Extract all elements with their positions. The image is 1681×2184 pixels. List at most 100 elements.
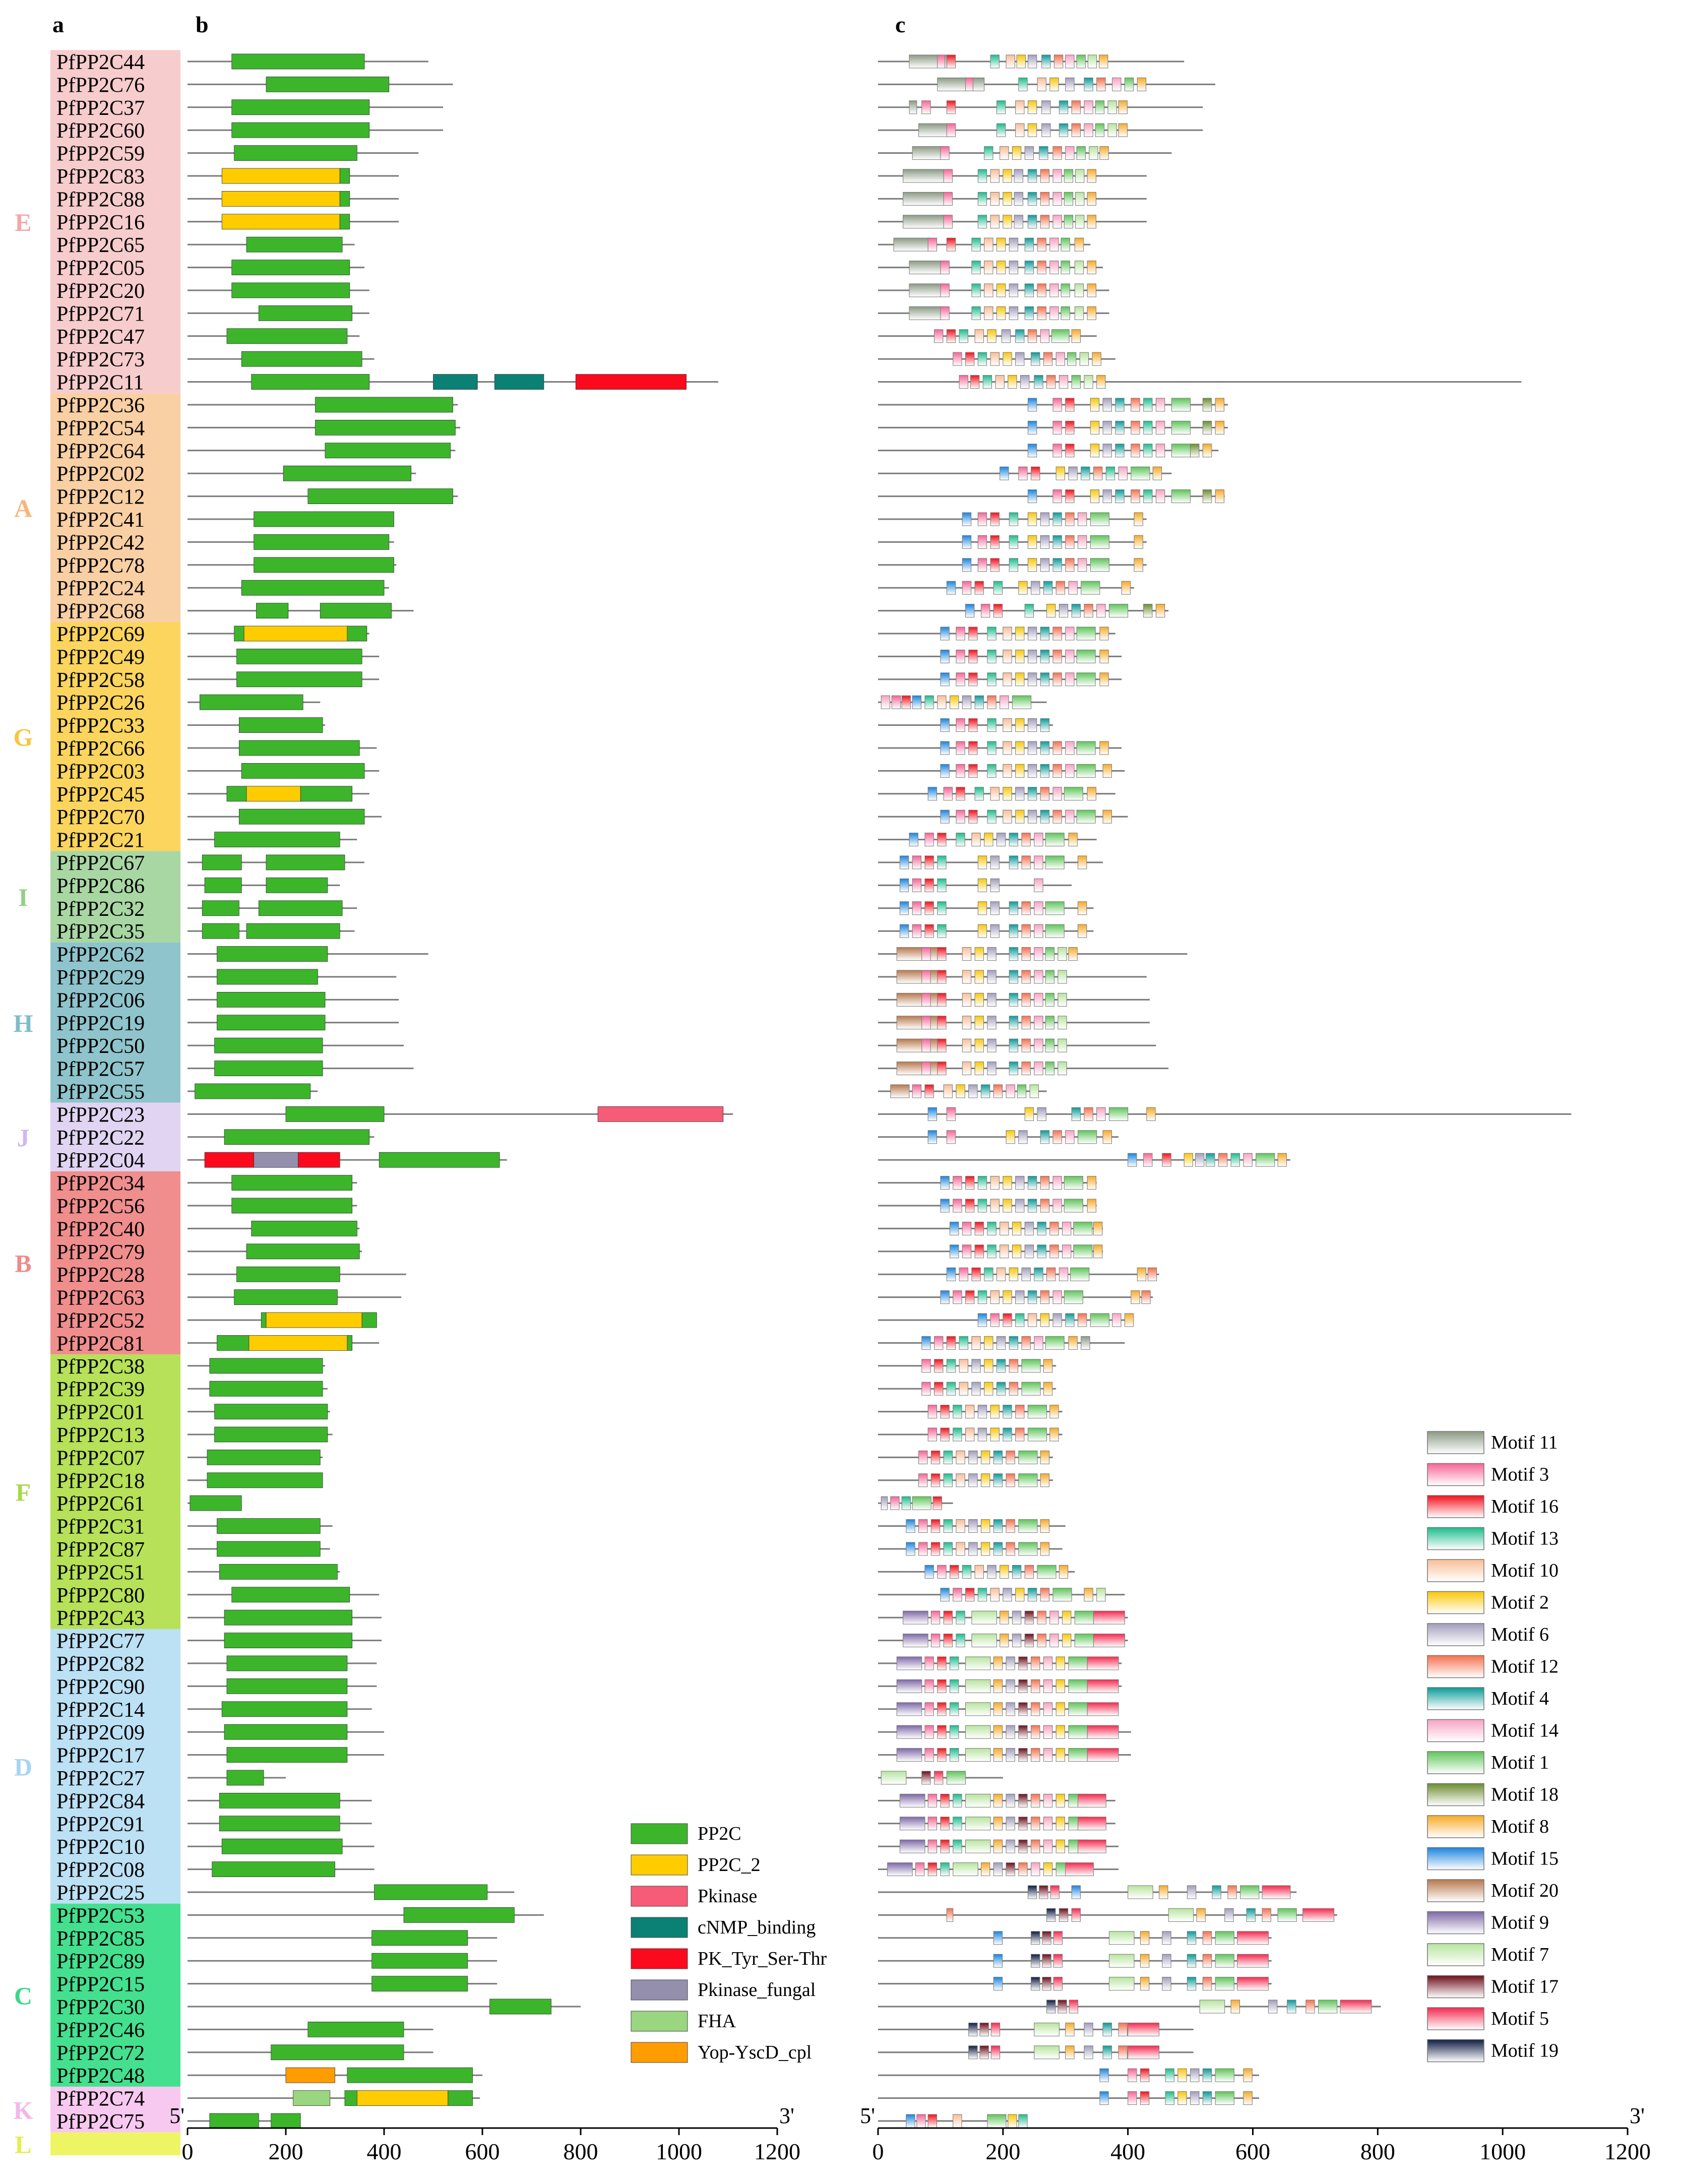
motif-2 bbox=[984, 833, 993, 847]
motif-6 bbox=[1027, 672, 1037, 687]
motif-16 bbox=[968, 649, 978, 663]
motif-4 bbox=[1206, 1153, 1215, 1167]
axis-b-tick-label: 0 bbox=[182, 2139, 194, 2164]
motif-1 bbox=[1073, 1244, 1093, 1259]
motif-12 bbox=[1147, 1267, 1157, 1281]
domain-PP2C bbox=[266, 878, 328, 893]
motif-14 bbox=[1052, 787, 1062, 801]
motif-12 bbox=[1218, 1153, 1228, 1167]
domain-PP2C bbox=[214, 832, 340, 847]
gene-label: PfPP2C55 bbox=[56, 1081, 145, 1104]
motif-legend-swatch bbox=[1427, 1495, 1484, 1518]
motif-3 bbox=[943, 215, 953, 229]
motif-10 bbox=[1003, 809, 1012, 824]
motif-8 bbox=[1102, 809, 1112, 824]
motif-2 bbox=[980, 1450, 990, 1464]
motif-14 bbox=[1112, 77, 1122, 91]
motif-13 bbox=[984, 1267, 993, 1281]
motif-13 bbox=[971, 306, 981, 320]
motif-1 bbox=[1076, 672, 1096, 687]
motif-6 bbox=[1006, 1725, 1015, 1739]
domain-PP2C bbox=[254, 534, 390, 550]
motif-2 bbox=[1018, 581, 1028, 595]
motif-8 bbox=[1040, 1519, 1050, 1533]
domain-PP2C bbox=[231, 1198, 353, 1214]
panel-label-c: c bbox=[895, 12, 906, 37]
motif-1 bbox=[1108, 604, 1129, 618]
gene-label: PfPP2C17 bbox=[56, 1744, 145, 1768]
motif-7 bbox=[965, 1839, 991, 1853]
motif-6 bbox=[1015, 1199, 1025, 1213]
motif-15 bbox=[1027, 489, 1037, 504]
motif-6 bbox=[987, 947, 997, 961]
motif-1 bbox=[1064, 215, 1074, 229]
domain-PP2C bbox=[231, 53, 365, 70]
motif-12 bbox=[1021, 992, 1031, 1007]
group-band-B bbox=[50, 1171, 180, 1355]
motif-9 bbox=[903, 1610, 928, 1625]
motif-4 bbox=[1009, 901, 1019, 915]
motif-16 bbox=[1065, 420, 1075, 434]
motif-4 bbox=[1052, 558, 1062, 572]
motif-8 bbox=[1099, 146, 1109, 160]
motif-6 bbox=[1006, 1702, 1015, 1716]
motif-5 bbox=[1078, 1793, 1106, 1807]
motif-14 bbox=[1084, 100, 1093, 114]
domain-PP2C bbox=[224, 1129, 370, 1145]
motif-11 bbox=[909, 54, 954, 69]
motif-12 bbox=[1031, 1702, 1040, 1716]
motif-6 bbox=[1037, 1107, 1046, 1121]
group-label-B: B bbox=[15, 1250, 31, 1278]
motif-13 bbox=[950, 1725, 959, 1739]
motif-1 bbox=[1018, 1542, 1038, 1556]
motif-20 bbox=[896, 970, 941, 984]
motif-8 bbox=[1140, 1977, 1150, 1991]
axis-c-start-label: 5' bbox=[860, 2103, 875, 2128]
gene-label: PfPP2C20 bbox=[56, 280, 145, 303]
motif-2 bbox=[1003, 352, 1012, 366]
motif-12 bbox=[1021, 1336, 1031, 1350]
motif-1 bbox=[1074, 1610, 1094, 1625]
motif-8 bbox=[1000, 1634, 1009, 1648]
motif-8 bbox=[1140, 1954, 1150, 1968]
domain-PP2C bbox=[231, 1587, 350, 1603]
domain-PP2C bbox=[219, 1792, 340, 1808]
motif-16 bbox=[1031, 466, 1040, 480]
motif-3 bbox=[977, 558, 987, 572]
motif-13 bbox=[1018, 2114, 1028, 2128]
motif-8 bbox=[1243, 2091, 1253, 2105]
motif-3 bbox=[924, 833, 934, 847]
motif-7 bbox=[1075, 169, 1085, 183]
motif-2 bbox=[1003, 169, 1012, 183]
motif-12 bbox=[1021, 947, 1031, 961]
motif-8 bbox=[1152, 466, 1162, 480]
motif-12 bbox=[1043, 352, 1053, 366]
motif-7 bbox=[1108, 1977, 1135, 1991]
motif-16 bbox=[965, 1588, 975, 1602]
gene-label: PfPP2C61 bbox=[56, 1492, 145, 1516]
motif-2 bbox=[1177, 2068, 1187, 2082]
motif-6 bbox=[987, 1016, 997, 1030]
motif-4 bbox=[1009, 833, 1019, 847]
motif-1 bbox=[1081, 581, 1100, 595]
motif-4 bbox=[1003, 1427, 1012, 1442]
motif-3 bbox=[918, 1542, 928, 1556]
motif-3 bbox=[912, 878, 922, 892]
domain-PP2C bbox=[202, 900, 239, 916]
motif-2 bbox=[1015, 764, 1025, 778]
motif-6 bbox=[1027, 627, 1037, 641]
gene-label: PfPP2C71 bbox=[56, 302, 145, 326]
motif-13 bbox=[996, 123, 1006, 137]
motif-3 bbox=[940, 306, 950, 320]
motif-13 bbox=[984, 146, 993, 160]
motif-1 bbox=[1076, 54, 1086, 69]
motif-8 bbox=[1099, 741, 1109, 755]
motif-14 bbox=[1043, 1656, 1053, 1670]
motif-4 bbox=[1040, 718, 1050, 732]
motif-14 bbox=[1034, 1038, 1043, 1052]
motif-1 bbox=[1064, 787, 1083, 801]
axis-b-tick-label: 1000 bbox=[656, 2139, 702, 2164]
motif-16 bbox=[971, 1267, 981, 1281]
motif-3 bbox=[1052, 398, 1062, 412]
domain-PP2C bbox=[347, 1335, 353, 1351]
